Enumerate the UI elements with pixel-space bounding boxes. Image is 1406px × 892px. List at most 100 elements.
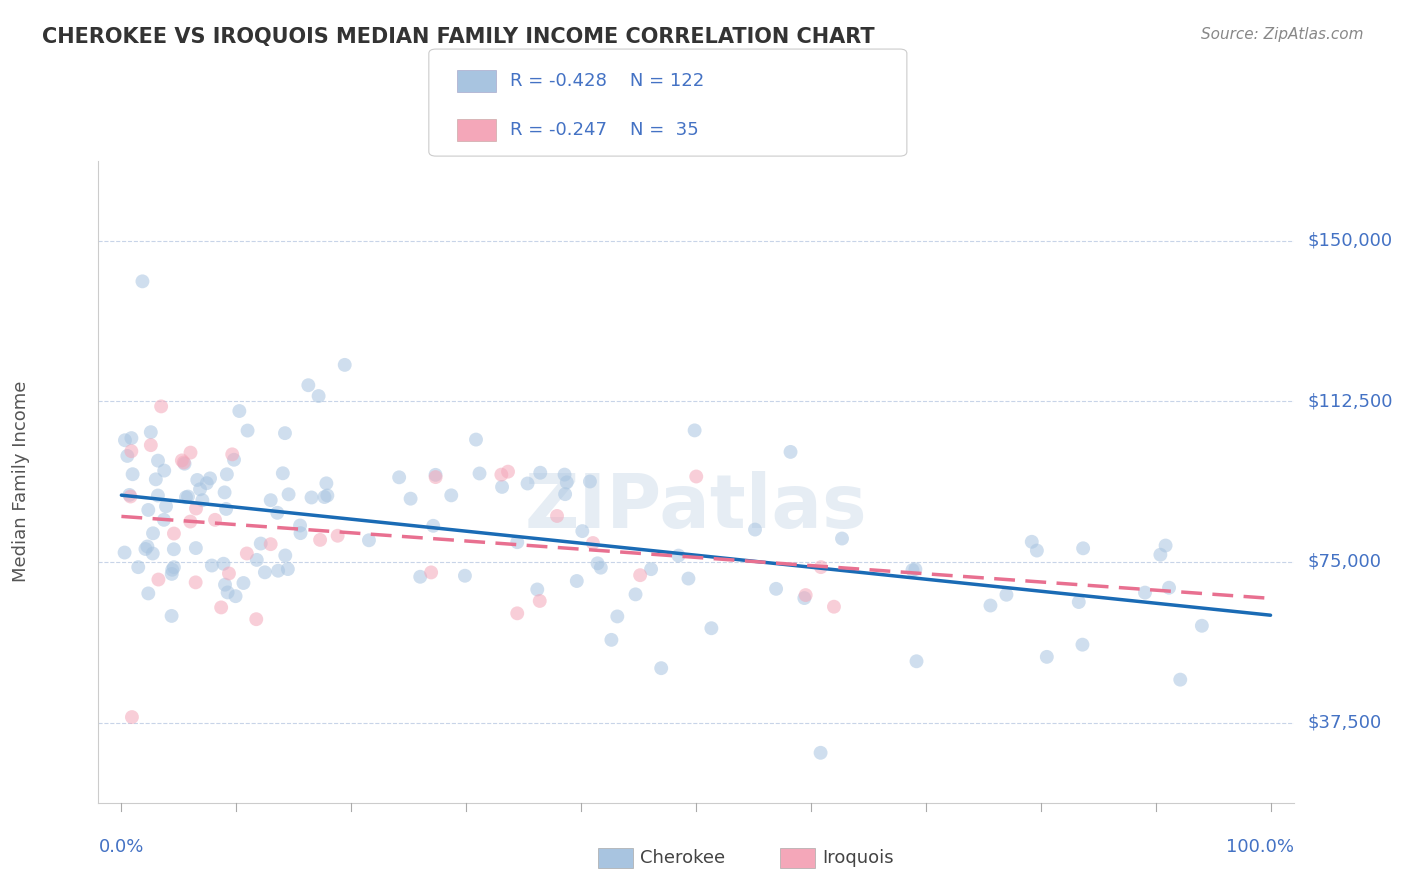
- Point: [170, 453, 193, 467]
- Point: [779, 445, 801, 459]
- Text: Cherokee: Cherokee: [640, 849, 725, 867]
- Point: [579, 475, 602, 489]
- Point: [218, 566, 240, 581]
- Point: [212, 557, 235, 571]
- Point: [274, 426, 297, 441]
- Point: [685, 469, 707, 483]
- Point: [236, 424, 259, 438]
- Point: [136, 586, 159, 600]
- Point: [184, 501, 207, 516]
- Point: [308, 389, 330, 403]
- Point: [249, 536, 271, 550]
- Point: [179, 445, 201, 459]
- Point: [228, 404, 250, 418]
- Point: [162, 563, 184, 577]
- Point: [554, 487, 576, 501]
- Text: R = -0.428    N = 122: R = -0.428 N = 122: [510, 72, 704, 90]
- Point: [440, 488, 463, 502]
- Point: [624, 587, 647, 601]
- Point: [979, 599, 1001, 613]
- Point: [114, 434, 136, 448]
- Point: [399, 491, 422, 506]
- Point: [142, 547, 165, 561]
- Point: [326, 529, 349, 543]
- Point: [901, 563, 924, 577]
- Point: [121, 467, 143, 482]
- Point: [555, 475, 578, 490]
- Point: [546, 508, 568, 523]
- Point: [640, 562, 662, 576]
- Point: [491, 480, 513, 494]
- Point: [1021, 534, 1043, 549]
- Point: [146, 489, 169, 503]
- Point: [1025, 543, 1047, 558]
- Point: [120, 490, 142, 504]
- Point: [491, 467, 513, 482]
- Point: [209, 600, 232, 615]
- Point: [155, 500, 177, 514]
- Point: [496, 465, 519, 479]
- Point: [1071, 541, 1094, 556]
- Text: R = -0.247    N =  35: R = -0.247 N = 35: [510, 121, 699, 139]
- Point: [1157, 581, 1180, 595]
- Point: [529, 466, 551, 480]
- Point: [271, 467, 294, 481]
- Point: [425, 467, 447, 482]
- Text: 100.0%: 100.0%: [1226, 838, 1294, 856]
- Point: [160, 608, 183, 623]
- Point: [810, 746, 832, 760]
- Point: [245, 612, 267, 626]
- Text: Iroquois: Iroquois: [823, 849, 894, 867]
- Point: [232, 576, 254, 591]
- Point: [150, 400, 173, 414]
- Point: [145, 472, 167, 486]
- Text: 0.0%: 0.0%: [98, 838, 143, 856]
- Point: [831, 532, 853, 546]
- Point: [823, 599, 845, 614]
- Point: [606, 609, 628, 624]
- Point: [222, 452, 245, 467]
- Point: [127, 560, 149, 574]
- Point: [1036, 649, 1059, 664]
- Point: [582, 536, 605, 550]
- Point: [217, 585, 239, 599]
- Point: [221, 447, 243, 461]
- Point: [153, 464, 176, 478]
- Point: [529, 594, 551, 608]
- Point: [277, 562, 299, 576]
- Text: $150,000: $150,000: [1308, 232, 1393, 250]
- Point: [277, 487, 299, 501]
- Point: [214, 485, 236, 500]
- Point: [589, 560, 612, 574]
- Point: [571, 524, 593, 538]
- Point: [148, 573, 170, 587]
- Point: [191, 493, 214, 508]
- Point: [600, 632, 623, 647]
- Text: $37,500: $37,500: [1308, 714, 1382, 731]
- Point: [225, 589, 247, 603]
- Text: $75,000: $75,000: [1308, 553, 1382, 571]
- Point: [188, 483, 211, 497]
- Point: [253, 566, 276, 580]
- Point: [160, 566, 183, 581]
- Point: [683, 423, 706, 437]
- Point: [454, 568, 477, 582]
- Point: [995, 588, 1018, 602]
- Point: [120, 444, 142, 458]
- Point: [309, 533, 332, 547]
- Point: [1133, 585, 1156, 599]
- Point: [136, 540, 159, 554]
- Point: [260, 493, 283, 508]
- Point: [301, 491, 323, 505]
- Point: [131, 274, 153, 288]
- Point: [134, 541, 156, 556]
- Point: [516, 476, 538, 491]
- Point: [333, 358, 356, 372]
- Point: [136, 503, 159, 517]
- Point: [118, 488, 141, 502]
- Point: [173, 457, 195, 471]
- Point: [184, 541, 207, 555]
- Point: [179, 515, 201, 529]
- Text: Median Family Income: Median Family Income: [13, 381, 30, 582]
- Point: [274, 549, 297, 563]
